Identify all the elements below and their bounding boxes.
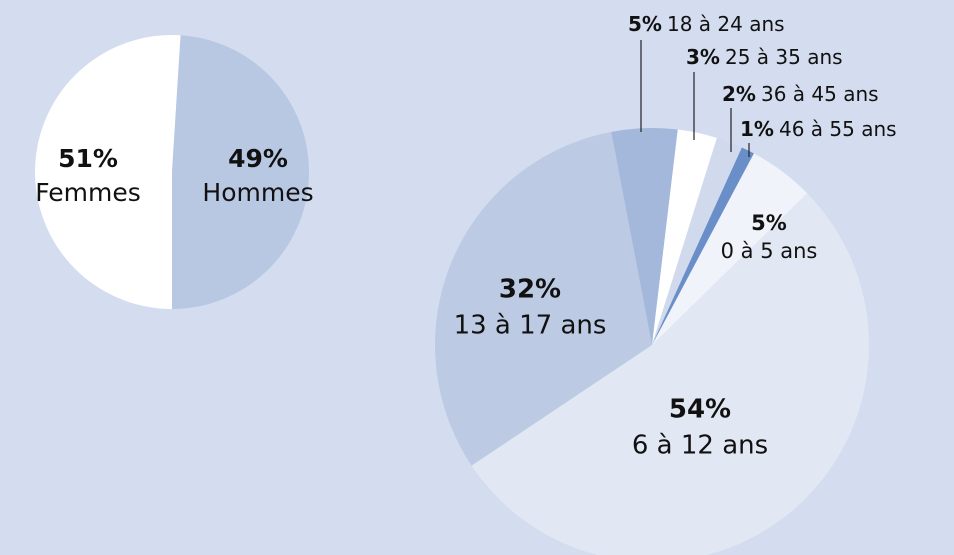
pie-slice — [652, 129, 717, 345]
slice-label: 36 à 45 ans — [761, 82, 879, 106]
value-label: 2% — [722, 82, 756, 106]
value-label: 54% — [669, 395, 731, 425]
slice-label-group: 3% 25 à 35 ans — [686, 45, 843, 69]
value-label: 1% — [740, 117, 774, 141]
pie-slice — [434, 131, 652, 466]
pie-slice — [172, 35, 309, 310]
pie-chart: 5% 0 à 5 ans 54% 6 à 12 ans 32% 13 à 17 ans 5%… — [434, 12, 897, 555]
slice-label: 13 à 17 ans — [454, 311, 607, 341]
value-label: 3% — [686, 45, 720, 69]
pie-slice — [611, 128, 678, 345]
slice-label: 6 à 12 ans — [632, 431, 768, 461]
value-label: 32% — [499, 275, 561, 305]
pie-slice — [471, 193, 869, 555]
pie-slice — [34, 34, 181, 310]
value-label: 5% — [751, 211, 787, 235]
slice-label: 0 à 5 ans — [721, 239, 818, 263]
value-label: 5% — [628, 12, 662, 36]
slice-label: 46 à 55 ans — [779, 117, 897, 141]
pie-slice — [652, 137, 742, 345]
slice-label-group: 1% 46 à 55 ans — [740, 117, 897, 141]
slice-label: 25 à 35 ans — [725, 45, 843, 69]
pie-slice — [652, 147, 754, 345]
slice-label-group: 2% 36 à 45 ans — [722, 82, 879, 106]
slice-label: Femmes — [35, 178, 141, 207]
pie-chart: 51% Femmes 49% Hommes — [34, 34, 314, 310]
slice-label-group: 5% 18 à 24 ans — [628, 12, 785, 36]
slice-label: 18 à 24 ans — [667, 12, 785, 36]
value-label: 51% — [58, 144, 118, 173]
pie-slice — [652, 153, 808, 345]
value-label: 49% — [228, 144, 288, 173]
slice-label: Hommes — [202, 178, 313, 207]
